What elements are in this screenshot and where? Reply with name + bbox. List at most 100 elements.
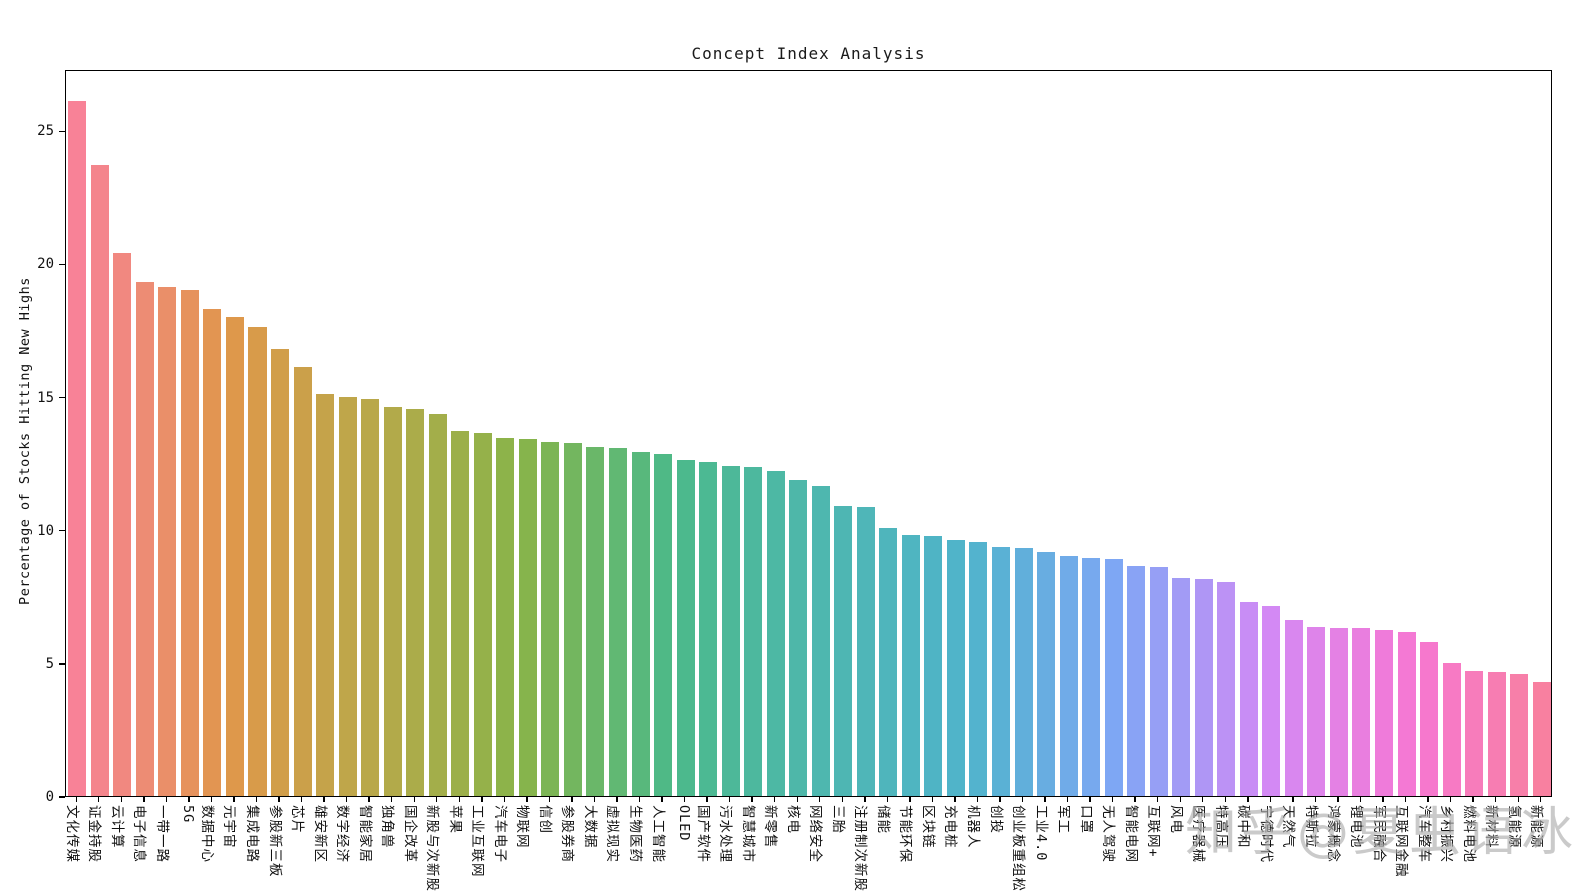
bar-风电: [1172, 577, 1191, 796]
x-category-label: 智能电网: [1122, 805, 1139, 863]
bar-OLED: [676, 460, 695, 796]
x-category-label: 乡村振兴: [1438, 805, 1455, 863]
y-tick-label: 15: [37, 389, 54, 406]
x-tick: [976, 797, 979, 802]
x-tick: [368, 797, 370, 802]
x-category-label: 碳中和: [1235, 805, 1252, 849]
bar-独角兽: [383, 407, 402, 796]
bar-燃料电池: [1465, 670, 1484, 796]
bar-军工: [1059, 556, 1078, 796]
x-category-label: 智慧城市: [739, 805, 756, 863]
bar-氢能源: [1510, 673, 1529, 796]
bar-口罩: [1082, 557, 1101, 796]
x-category-label: 新零售: [762, 805, 779, 849]
x-category-label: 汽车整车: [1415, 805, 1432, 863]
x-category-label: 网络安全: [807, 805, 824, 863]
x-category-label: 5G: [180, 805, 197, 824]
x-tick: [841, 797, 843, 802]
x-tick: [1269, 797, 1272, 802]
bar-5G: [180, 290, 199, 796]
x-category-label: 锂电池: [1347, 805, 1364, 849]
x-tick: [1427, 797, 1429, 802]
x-category-label: 虚拟现实: [604, 805, 621, 863]
bar-智能电网: [1127, 565, 1146, 796]
x-tick: [1494, 797, 1497, 802]
x-category-label: 苹果: [446, 805, 463, 834]
x-category-label: 集成电路: [244, 805, 260, 863]
bar-特高压: [1217, 581, 1236, 796]
x-tick: [345, 797, 348, 802]
x-category-label: 生物医药: [627, 805, 644, 863]
x-tick: [233, 797, 235, 802]
x-tick: [1359, 797, 1362, 802]
plot-area: [65, 70, 1552, 797]
y-tick: [59, 796, 65, 798]
x-category-label: 天然气: [1280, 805, 1297, 849]
bar-储能: [879, 528, 898, 796]
bar-特斯拉: [1307, 626, 1326, 796]
bar-物联网: [518, 439, 537, 796]
x-tick: [638, 797, 641, 802]
x-tick: [1314, 797, 1317, 802]
x-tick: [390, 797, 393, 802]
y-tick: [59, 529, 65, 532]
x-tick: [909, 797, 911, 802]
bar-电子信息: [135, 282, 154, 796]
x-category-label: 医疗器械: [1190, 805, 1207, 863]
bar-注册制次新股: [856, 507, 875, 796]
x-category-label: 区块链: [919, 805, 936, 849]
x-tick: [210, 797, 213, 802]
x-category-label: 风电: [1167, 805, 1184, 834]
x-category-label: 新材料: [1483, 805, 1500, 849]
x-tick: [819, 797, 821, 802]
x-tick: [1134, 797, 1136, 802]
bar-集成电路: [248, 327, 267, 796]
bar-智能家居: [361, 399, 380, 796]
x-category-label: 国产软件: [694, 805, 711, 863]
bar-数字经济: [338, 396, 357, 796]
bar-文化传媒: [68, 100, 87, 796]
bar-工业互联网: [473, 432, 492, 796]
x-category-label: 信创: [536, 805, 553, 834]
x-category-label: 新股与次新股: [424, 805, 441, 891]
x-category-label: 注册制次新股: [852, 805, 869, 891]
bar-元宇宙: [225, 316, 244, 796]
bar-生物医药: [631, 452, 650, 796]
x-category-label: 证金持股: [86, 805, 103, 863]
x-category-label: 军民融合: [1370, 805, 1387, 863]
x-tick: [1540, 797, 1542, 802]
y-axis-label: Percentage of Stocks Hitting New Highs: [17, 277, 33, 605]
x-tick: [1404, 797, 1407, 802]
x-category-label: 氢能源: [1505, 805, 1522, 849]
x-tick: [683, 797, 686, 802]
bar-互联网金融: [1397, 632, 1416, 796]
bar-芯片: [293, 367, 312, 796]
x-tick: [1179, 797, 1181, 802]
x-tick: [300, 797, 303, 802]
y-tick-label: 10: [37, 522, 54, 539]
x-tick: [796, 797, 798, 802]
x-tick: [1089, 797, 1091, 802]
bar-宁德时代: [1262, 605, 1281, 796]
x-category-label: 创业板重组松绑: [1010, 805, 1027, 891]
x-tick: [1044, 797, 1046, 802]
x-tick: [751, 797, 753, 802]
bar-汽车电子: [496, 437, 515, 796]
bar-锂电池: [1352, 628, 1371, 796]
bar-雄安新区: [316, 393, 335, 796]
x-tick: [548, 797, 551, 802]
x-category-label: 特高压: [1212, 805, 1229, 849]
x-category-label: 宁德时代: [1257, 805, 1274, 863]
bar-节能环保: [901, 535, 920, 796]
x-tick: [413, 797, 415, 802]
x-category-label: 物联网: [514, 805, 531, 849]
x-category-label: 特斯拉: [1302, 805, 1319, 849]
x-tick: [774, 797, 776, 802]
bar-天然气: [1284, 620, 1303, 796]
x-category-label: 储能: [874, 805, 891, 834]
x-tick: [1224, 797, 1226, 802]
y-tick: [59, 663, 65, 665]
x-tick: [75, 797, 77, 802]
x-category-label: 节能环保: [897, 805, 914, 863]
x-category-label: 雄安新区: [311, 805, 328, 863]
